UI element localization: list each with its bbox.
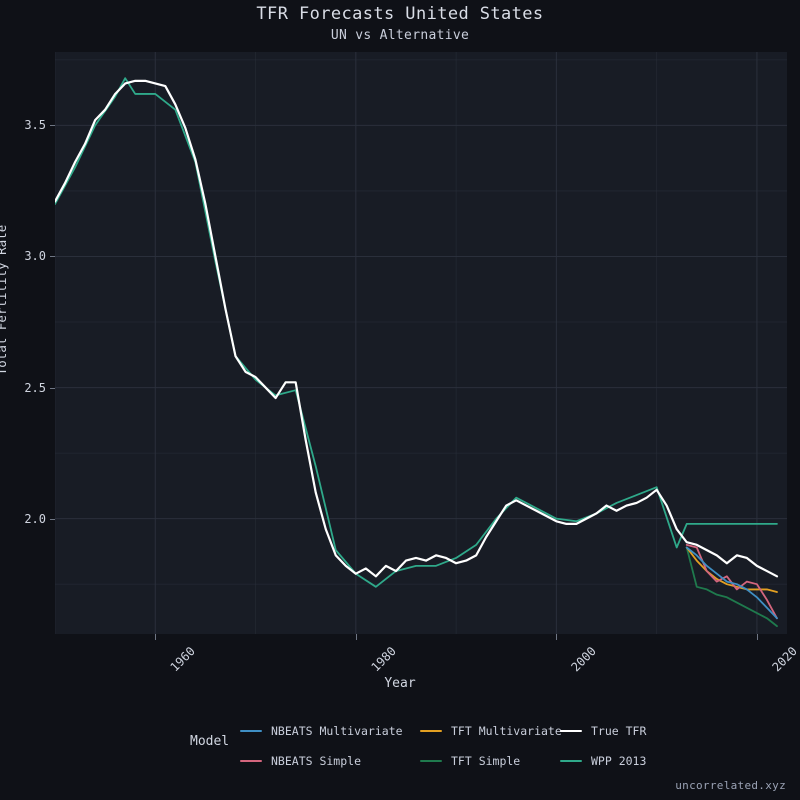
legend-swatch-icon bbox=[560, 729, 582, 733]
legend-swatch-icon bbox=[560, 759, 582, 763]
legend-item-label: NBEATS Multivariate bbox=[271, 724, 403, 738]
x-tick-label: 1960 bbox=[167, 644, 199, 675]
y-axis-label: Total Fertility Rate bbox=[0, 224, 9, 376]
legend-item-label: TFT Simple bbox=[451, 754, 521, 768]
x-tick-label: 2020 bbox=[769, 644, 800, 675]
legend-swatch-icon bbox=[240, 759, 262, 763]
y-tick-label: 2.0 bbox=[24, 511, 46, 526]
chart-subtitle: UN vs Alternative bbox=[330, 28, 470, 43]
y-tick-mark bbox=[50, 256, 55, 258]
x-axis-label: Year bbox=[384, 676, 416, 691]
x-tick-label: 2000 bbox=[568, 644, 600, 675]
legend-item[interactable]: NBEATS Multivariate bbox=[240, 724, 403, 738]
y-tick-label: 3.0 bbox=[24, 249, 46, 264]
legend-swatch-icon bbox=[420, 759, 442, 763]
legend-item-label: TFT Multivariate bbox=[451, 724, 562, 738]
x-tick-label: 1980 bbox=[368, 644, 399, 675]
legend-item-label: NBEATS Simple bbox=[271, 754, 362, 768]
legend-item[interactable]: WPP 2013 bbox=[560, 754, 646, 768]
legend-title: Model bbox=[190, 734, 230, 749]
watermark: uncorrelated.xyz bbox=[675, 779, 786, 792]
y-tick-label: 2.5 bbox=[24, 380, 46, 395]
legend-item[interactable]: TFT Simple bbox=[420, 754, 520, 768]
legend-swatch-icon bbox=[240, 729, 262, 733]
y-tick-label: 3.5 bbox=[24, 118, 46, 133]
legend-item-label: True TFR bbox=[591, 724, 647, 738]
x-tick-mark bbox=[355, 634, 357, 640]
legend-item-label: WPP 2013 bbox=[591, 754, 647, 768]
x-tick-mark bbox=[556, 634, 558, 640]
legend-swatch-icon bbox=[420, 729, 442, 733]
x-tick-mark bbox=[155, 634, 157, 640]
y-tick-mark bbox=[50, 125, 55, 127]
x-tick-mark bbox=[756, 634, 758, 640]
legend: Model NBEATS Multivariate NBEATS Simple TF… bbox=[0, 712, 800, 774]
plot-area bbox=[55, 52, 787, 634]
chart-title: TFR Forecasts United States bbox=[256, 4, 544, 24]
legend-item[interactable]: NBEATS Simple bbox=[240, 754, 361, 768]
plot-canvas bbox=[55, 52, 787, 634]
legend-item[interactable]: TFT Multivariate bbox=[420, 724, 562, 738]
legend-item[interactable]: True TFR bbox=[560, 724, 646, 738]
y-tick-mark bbox=[50, 387, 55, 389]
y-tick-mark bbox=[50, 518, 55, 520]
